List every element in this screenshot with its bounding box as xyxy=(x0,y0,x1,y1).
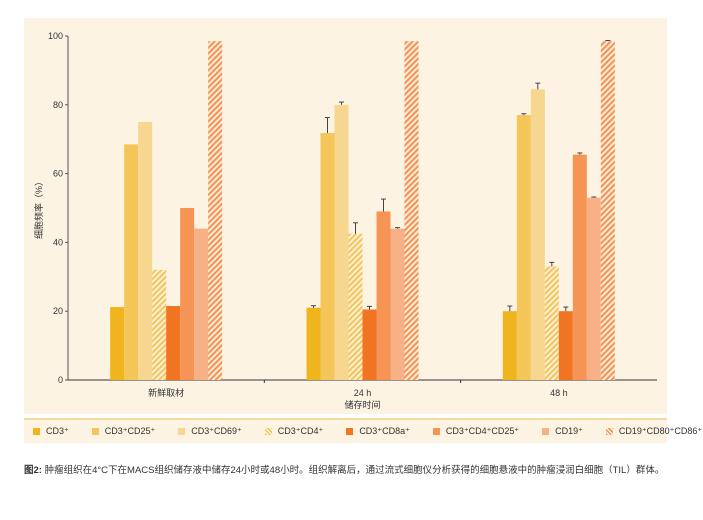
legend-swatch xyxy=(264,428,272,435)
legend-item: CD3⁺CD4⁺CD25⁺ xyxy=(432,426,520,437)
legend: CD3⁺ CD3⁺CD25⁺ CD3⁺CD69⁺ CD3⁺CD4⁺ CD3⁺CD8a⁺ C… xyxy=(24,418,702,443)
legend-label: CD3⁺CD4⁺ xyxy=(277,426,324,436)
bar xyxy=(544,266,559,380)
caption-label: 图2: xyxy=(24,465,42,476)
bar xyxy=(138,122,153,380)
legend-label: CD3⁺CD8a⁺ xyxy=(359,426,410,436)
legend-item: CD3⁺CD69⁺ xyxy=(178,426,242,437)
legend-swatch xyxy=(432,428,440,435)
legend-swatch xyxy=(178,428,186,435)
bar xyxy=(558,311,573,380)
bar xyxy=(124,144,139,380)
bar xyxy=(530,89,545,380)
bar xyxy=(110,307,125,380)
bar xyxy=(390,228,405,380)
y-tick-label: 20 xyxy=(53,306,63,316)
bar-chart: 0 20 40 60 80 100 细胞频率（%） 新鲜取材 24 h 48 h 储存时间 xyxy=(33,31,657,410)
x-tick-label: 24 h xyxy=(354,388,372,398)
legend-item: CD3⁺CD8a⁺ xyxy=(346,426,410,437)
bar xyxy=(572,154,587,380)
bar xyxy=(306,307,321,380)
caption-text: 肿瘤组织在4°C下在MACS组织储存液中储存24小时或48小时。组织解离后，通过… xyxy=(41,465,665,476)
bar xyxy=(404,41,419,380)
bar xyxy=(348,233,363,380)
bar xyxy=(376,211,391,380)
bar xyxy=(320,133,335,380)
legend-item: CD3⁺ xyxy=(33,426,69,437)
bar xyxy=(180,208,195,380)
legend-label: CD19⁺ xyxy=(555,426,583,436)
y-tick-label: 0 xyxy=(58,375,63,385)
bar xyxy=(586,197,601,380)
bar xyxy=(194,228,209,380)
legend-swatch xyxy=(542,428,550,435)
legend-label: CD3⁺ xyxy=(46,426,69,436)
legend-label: CD19⁺CD80⁺CD86⁺ xyxy=(618,426,703,436)
x-tick-label: 48 h xyxy=(550,388,568,398)
figure-caption: 图2: 肿瘤组织在4°C下在MACS组织储存液中储存24小时或48小时。组织解离… xyxy=(24,462,674,480)
bar xyxy=(166,306,181,380)
x-axis-label: 储存时间 xyxy=(344,399,380,410)
y-tick-label: 60 xyxy=(53,169,63,179)
y-tick-label: 40 xyxy=(53,237,63,247)
legend-label: CD3⁺CD25⁺ xyxy=(104,426,156,436)
legend-item: CD19⁺CD80⁺CD86⁺ xyxy=(605,426,703,437)
bar xyxy=(152,269,167,380)
legend-label: CD3⁺CD4⁺CD25⁺ xyxy=(445,426,520,436)
bar xyxy=(502,311,517,380)
bar xyxy=(516,115,531,381)
bar xyxy=(362,309,377,380)
legend-item: CD3⁺CD25⁺ xyxy=(91,426,156,437)
legend-swatch xyxy=(91,428,99,435)
legend-item: CD3⁺CD4⁺ xyxy=(264,426,324,437)
legend-label: CD3⁺CD69⁺ xyxy=(191,426,242,436)
y-axis-label: 细胞频率（%） xyxy=(33,177,44,239)
x-tick-label: 新鲜取材 xyxy=(148,387,184,398)
bar xyxy=(600,41,615,380)
legend-swatch xyxy=(33,428,40,435)
y-tick-label: 100 xyxy=(48,31,63,41)
legend-swatch xyxy=(346,428,354,435)
legend-item: CD19⁺ xyxy=(542,426,583,437)
legend-swatch xyxy=(605,428,613,435)
bar xyxy=(334,104,349,381)
bar xyxy=(208,41,223,380)
y-tick-label: 80 xyxy=(53,100,63,110)
